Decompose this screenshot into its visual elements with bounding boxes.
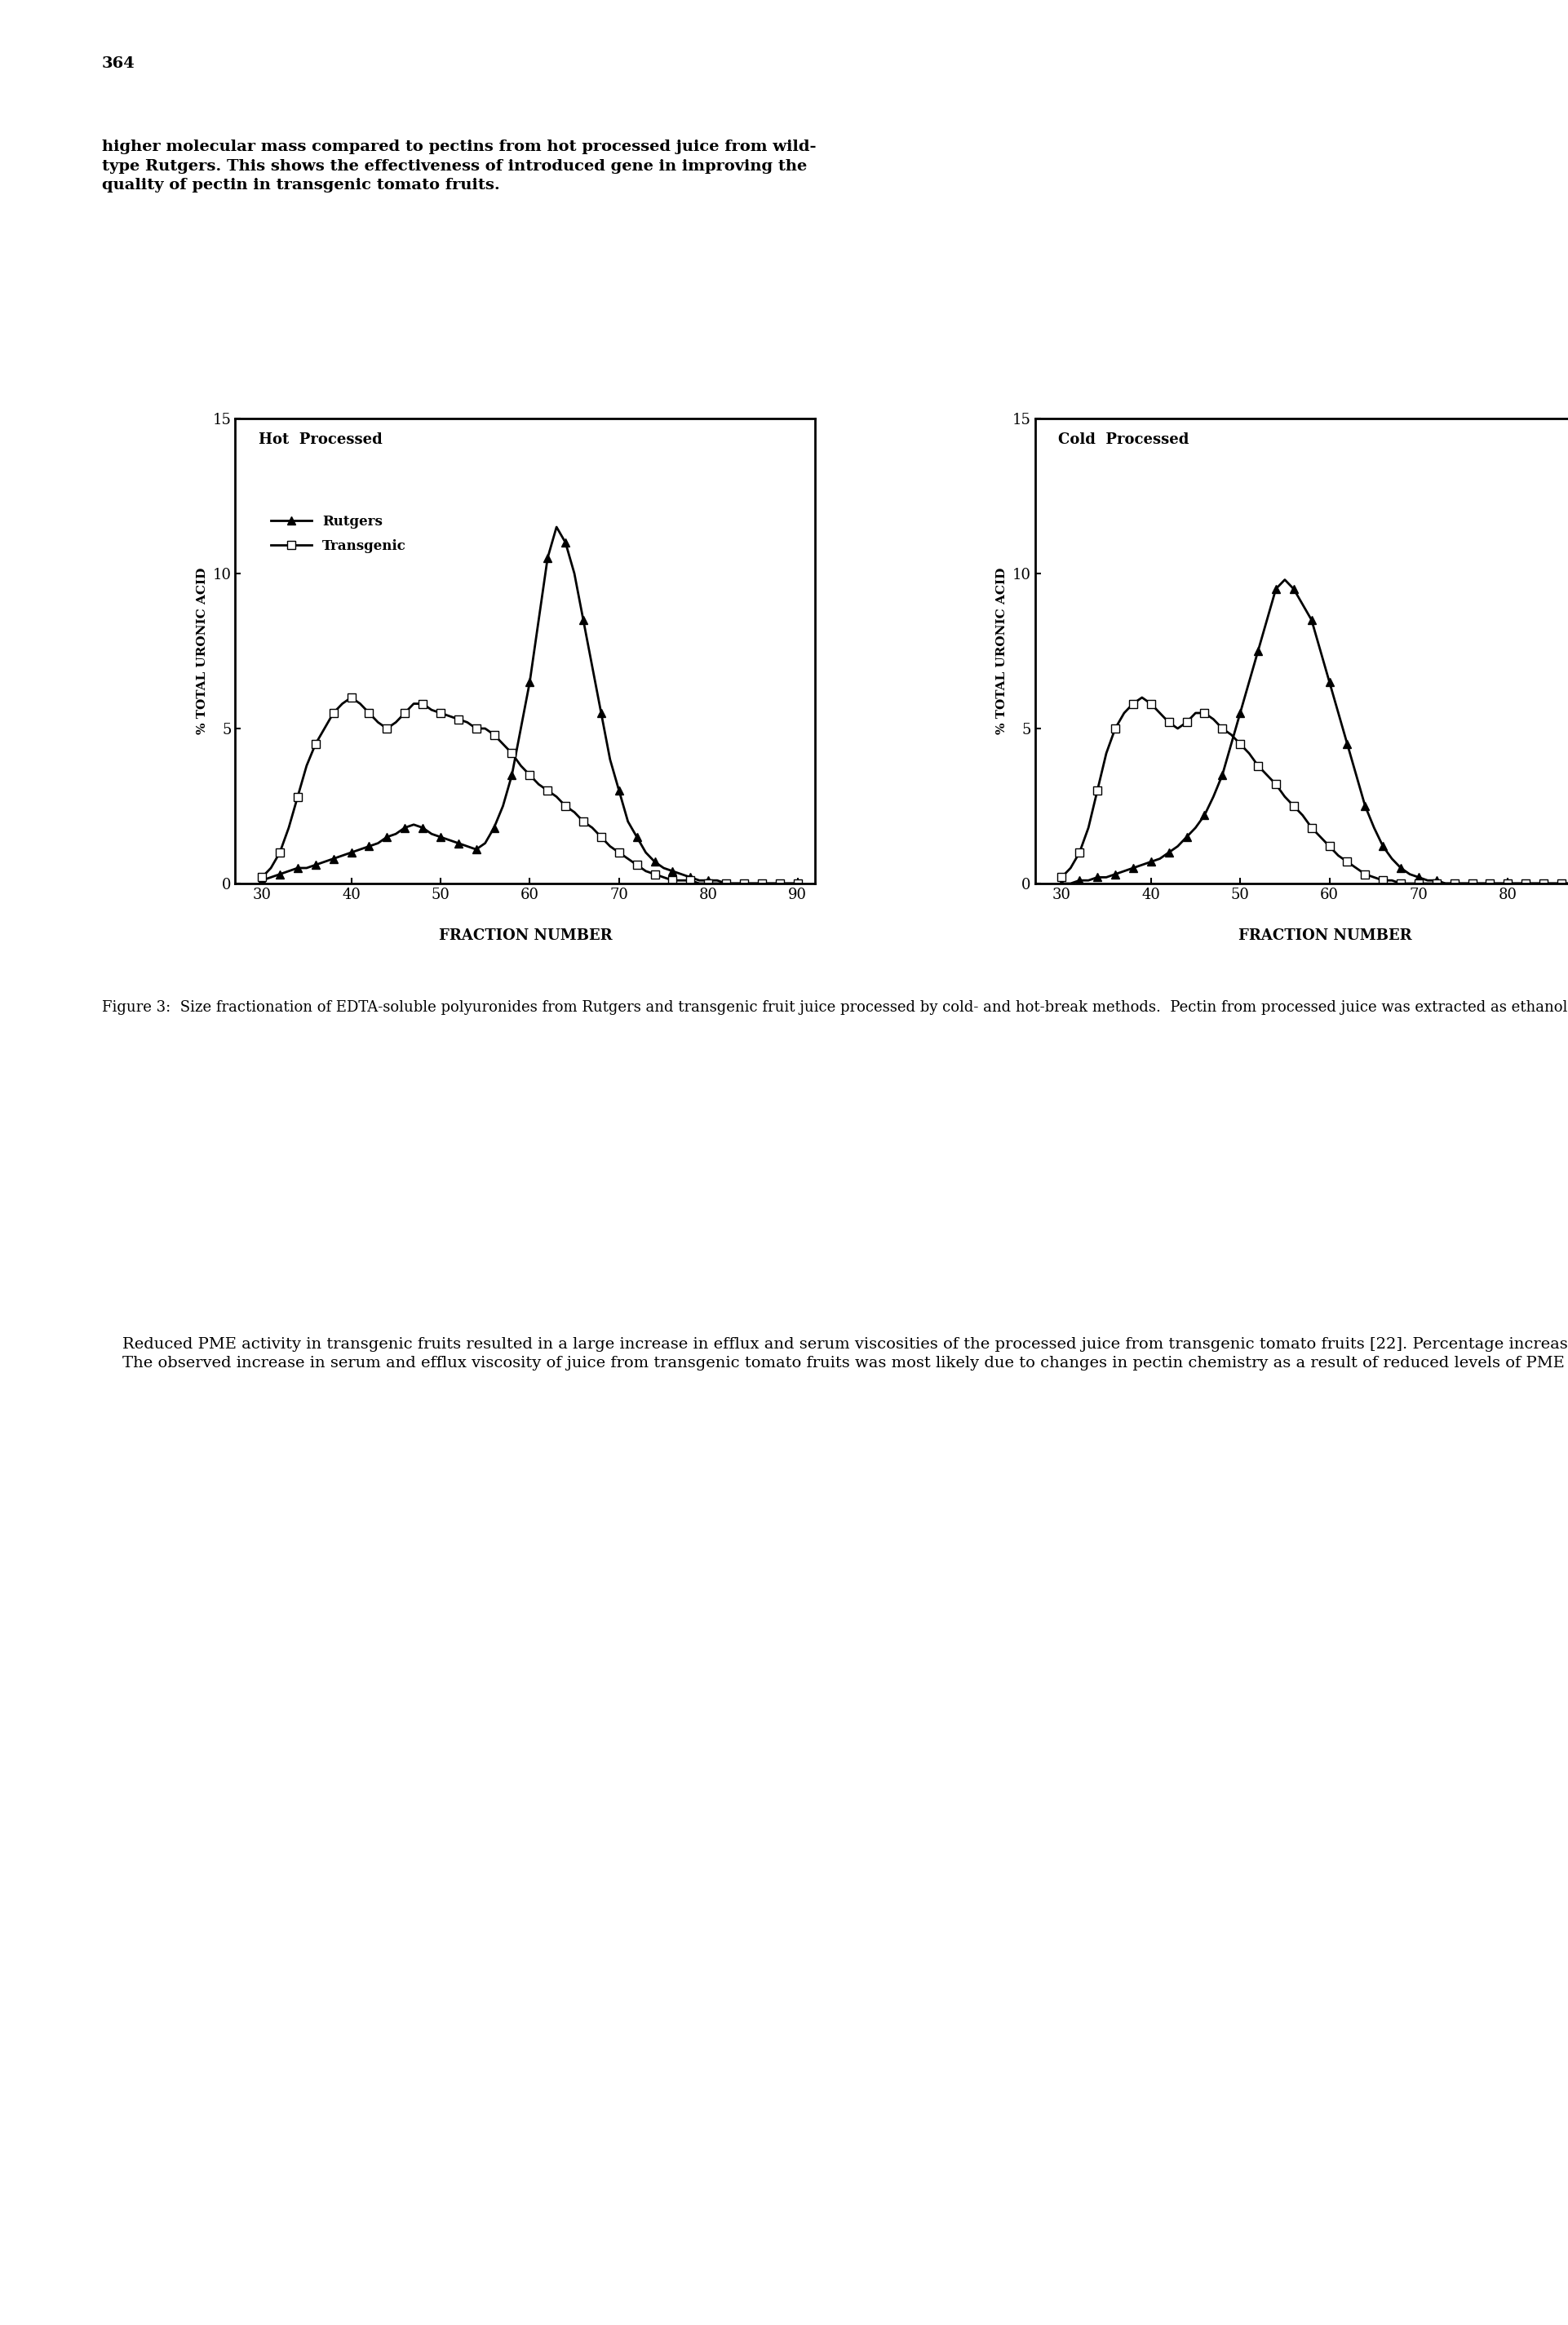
Rutgers xyxy=(1383,844,1402,872)
Rutgers xyxy=(1052,870,1071,897)
Text: FRACTION NUMBER: FRACTION NUMBER xyxy=(439,928,612,944)
Rutgers xyxy=(1526,870,1544,897)
Rutgers xyxy=(441,825,459,853)
Transgenic xyxy=(789,870,808,897)
Legend: Rutgers, Transgenic: Rutgers, Transgenic xyxy=(265,509,412,558)
Rutgers xyxy=(717,870,735,897)
Transgenic xyxy=(252,863,271,890)
Rutgers xyxy=(359,832,378,860)
Rutgers xyxy=(1347,760,1366,788)
Line: Rutgers: Rutgers xyxy=(1058,577,1568,888)
Transgenic xyxy=(690,870,709,897)
Text: Hot  Processed: Hot Processed xyxy=(259,432,383,446)
Line: Transgenic: Transgenic xyxy=(259,693,801,888)
Line: Rutgers: Rutgers xyxy=(259,523,801,888)
Transgenic xyxy=(1347,853,1366,881)
Rutgers xyxy=(547,514,566,542)
Line: Transgenic: Transgenic xyxy=(1058,693,1568,888)
Transgenic xyxy=(734,870,753,897)
Transgenic xyxy=(1185,700,1204,728)
Transgenic xyxy=(448,704,467,732)
Transgenic xyxy=(583,814,602,842)
Transgenic xyxy=(1168,714,1187,742)
Transgenic xyxy=(342,684,361,711)
Transgenic xyxy=(1132,684,1151,711)
Transgenic xyxy=(368,709,387,737)
Rutgers xyxy=(1240,667,1259,695)
Rutgers xyxy=(378,823,397,851)
Transgenic xyxy=(1391,870,1410,897)
Y-axis label: % TOTAL URONIC ACID: % TOTAL URONIC ACID xyxy=(996,567,1008,735)
Rutgers xyxy=(789,870,808,897)
Y-axis label: % TOTAL URONIC ACID: % TOTAL URONIC ACID xyxy=(196,567,209,735)
Transgenic xyxy=(386,709,405,737)
Transgenic xyxy=(1383,867,1402,895)
Rutgers xyxy=(1178,823,1196,851)
Text: FRACTION NUMBER: FRACTION NUMBER xyxy=(1239,928,1411,944)
Text: Reduced PME activity in transgenic fruits resulted in a large increase in efflux: Reduced PME activity in transgenic fruit… xyxy=(102,1337,1568,1369)
Text: Figure 3:  Size fractionation of EDTA-soluble polyuronides from Rutgers and tran: Figure 3: Size fractionation of EDTA-sol… xyxy=(102,1000,1568,1014)
Rutgers xyxy=(1275,565,1294,593)
Rutgers xyxy=(583,653,602,681)
Transgenic xyxy=(1534,870,1552,897)
Rutgers xyxy=(538,544,557,572)
Transgenic xyxy=(547,784,566,811)
Rutgers xyxy=(1159,839,1178,867)
Rutgers xyxy=(734,870,753,897)
Text: Cold  Processed: Cold Processed xyxy=(1058,432,1189,446)
Text: 364: 364 xyxy=(102,56,135,72)
Rutgers xyxy=(252,867,271,895)
Transgenic xyxy=(1052,863,1071,890)
Text: higher molecular mass compared to pectins from hot processed juice from wild-
ty: higher molecular mass compared to pectin… xyxy=(102,140,817,193)
Transgenic xyxy=(1248,751,1267,779)
